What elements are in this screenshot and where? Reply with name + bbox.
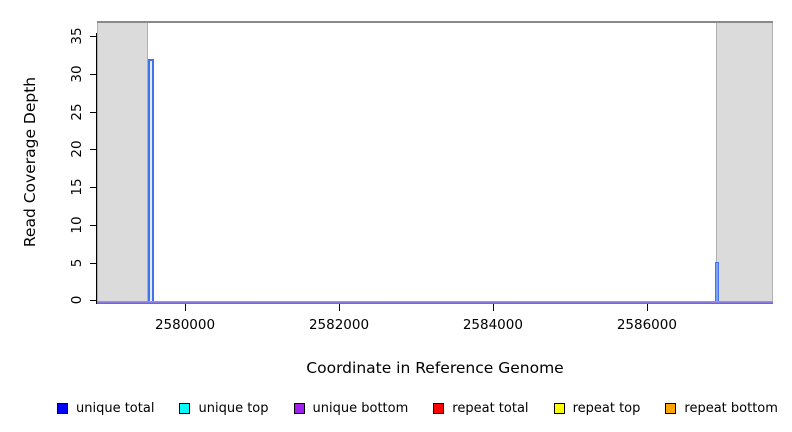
plot-top-border <box>97 21 773 23</box>
zero-coverage-baseline <box>97 301 773 304</box>
x-axis-tick <box>185 304 186 311</box>
y-tick-label: 10 <box>69 216 85 234</box>
legend-label: repeat bottom <box>684 400 778 416</box>
y-tick-label: 35 <box>69 27 85 45</box>
shaded-region <box>716 21 773 304</box>
y-axis-title: Read Coverage Depth <box>21 76 39 248</box>
x-tick-label: 2582000 <box>308 317 370 333</box>
y-axis-tick <box>90 224 97 226</box>
x-axis-tick <box>646 304 648 311</box>
x-axis-title: Coordinate in Reference Genome <box>306 359 564 377</box>
legend-swatch <box>293 402 305 414</box>
y-axis-tick <box>90 300 97 302</box>
legend-swatch <box>433 402 445 414</box>
shaded-region <box>97 21 149 304</box>
legend: unique total unique top unique bottom repea… <box>57 399 778 417</box>
x-axis-tick <box>492 304 494 311</box>
y-tick-label: 0 <box>69 295 85 305</box>
legend-label: unique bottom <box>312 400 409 416</box>
legend-label: repeat top <box>572 400 641 416</box>
legend-item: unique total <box>57 401 154 416</box>
y-axis-tick <box>90 262 97 264</box>
x-tick-label: 2584000 <box>462 317 523 333</box>
y-axis-tick <box>90 111 97 113</box>
y-tick-label: 5 <box>69 258 85 267</box>
y-tick-label: 30 <box>69 65 85 83</box>
y-axis-tick <box>90 187 97 188</box>
x-tick-label: 2586000 <box>616 317 677 333</box>
legend-item: repeat total <box>433 400 529 416</box>
legend-label: unique top <box>198 400 269 416</box>
plot-area <box>97 21 773 304</box>
legend-swatch <box>665 402 677 414</box>
legend-label: repeat total <box>452 400 529 416</box>
legend-item: repeat top <box>553 400 641 416</box>
y-axis-tick <box>90 73 97 75</box>
legend-item: unique bottom <box>293 400 409 416</box>
x-axis-tick <box>339 304 340 311</box>
legend-swatch <box>179 402 191 414</box>
legend-label: unique total <box>76 400 155 416</box>
y-tick-label: 20 <box>69 140 85 158</box>
y-axis-tick <box>90 149 97 151</box>
y-axis-line <box>96 33 97 304</box>
x-tick-label: 2580000 <box>154 317 216 333</box>
y-tick-label: 15 <box>69 178 85 196</box>
coverage-spike <box>148 58 155 304</box>
y-tick-label: 25 <box>69 103 85 121</box>
legend-swatch <box>553 402 565 414</box>
legend-item: repeat bottom <box>665 401 778 416</box>
legend-swatch <box>57 402 68 414</box>
legend-item: unique top <box>179 400 269 416</box>
coverage-spike <box>715 262 720 304</box>
y-axis-tick <box>90 36 97 38</box>
